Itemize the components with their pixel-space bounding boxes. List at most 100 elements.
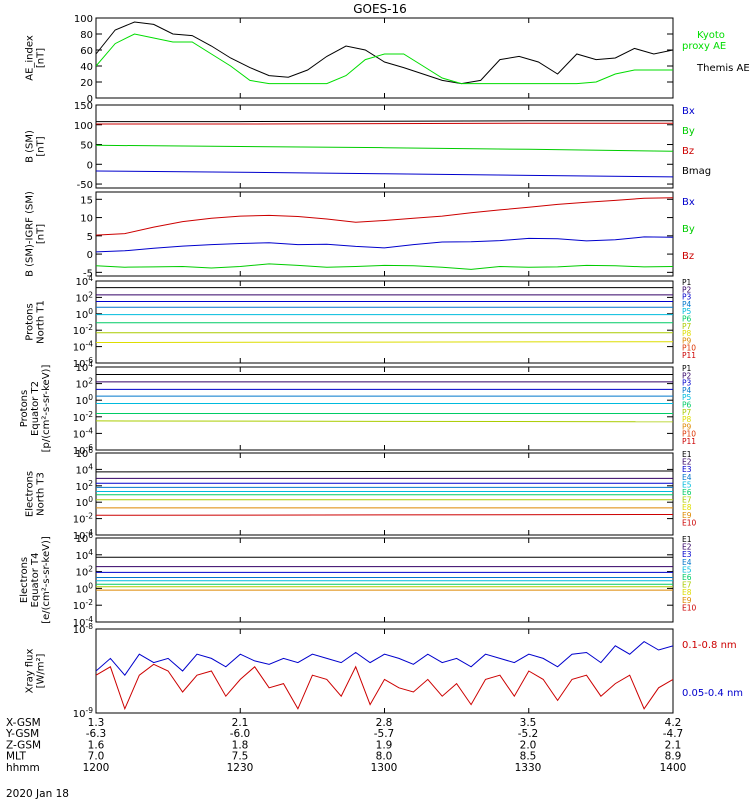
series-line-E9 — [96, 514, 673, 516]
legend-P3: P3 — [682, 293, 692, 302]
legend-P7: P7 — [682, 322, 692, 331]
legend-E7: E7 — [682, 496, 692, 505]
y-tick-label: -5 — [83, 268, 93, 279]
y-tick-label: 10-2 — [73, 512, 93, 526]
ephem-value: 1300 — [371, 762, 398, 774]
y-tick-label: 10-2 — [73, 410, 93, 424]
legend-E7: E7 — [682, 581, 692, 590]
legend-Bx: Bx — [682, 197, 695, 208]
y-axis-label: ProtonsEquator T2[p/(cm²-s-sr-keV)] — [19, 365, 52, 453]
y-tick-label: 100 — [75, 581, 93, 595]
ephem-row-label: Y-GSM — [5, 728, 39, 740]
panel-frame — [95, 537, 674, 623]
legend-P10: P10 — [682, 430, 696, 439]
panel-5: 104 102 100 10-2 10-4 10-6 ProtonsEquator T2[p… — [19, 360, 696, 457]
ephem-value: 1.9 — [376, 739, 393, 751]
legend-P6: P6 — [682, 401, 692, 410]
legend-P7: P7 — [682, 408, 692, 417]
ephem-value: -6.3 — [86, 728, 107, 740]
y-tick-label: 60 — [80, 46, 93, 57]
ephem-value: 1.3 — [88, 717, 105, 729]
ephem-value: 1400 — [660, 762, 687, 774]
ephem-value: 2.8 — [376, 717, 393, 729]
panel-3: 15 10 5 0 -5 B (SM)-IGRF (SM)[nT] Bx By Bz — [25, 191, 695, 279]
panel-frame — [95, 191, 674, 277]
y-tick-label: 106 — [75, 446, 93, 460]
legend-E1: E1 — [682, 450, 692, 459]
legend-E8: E8 — [682, 503, 692, 512]
y-tick-label: 100 — [74, 14, 93, 25]
legend-Kyoto-proxy-AE: Kyoto proxy AE — [682, 30, 726, 52]
series-line-0-05-0-4-nm — [96, 640, 673, 677]
panel-frame — [95, 366, 674, 451]
y-axis-label: ElectronsEquator T4[e/(cm²-s-sr-keV)] — [19, 536, 52, 624]
ephem-value: 1.6 — [88, 739, 105, 751]
ephem-value: 1230 — [227, 762, 254, 774]
y-tick-label: 10 — [80, 214, 93, 225]
ephem-value: 1.8 — [232, 739, 249, 751]
y-tick-label: 80 — [80, 30, 93, 41]
legend-P4: P4 — [682, 386, 692, 395]
y-tick-label: 10-4 — [73, 340, 93, 354]
ephem-row-label: X-GSM — [6, 717, 41, 729]
y-tick-label: 20 — [80, 78, 93, 89]
ephemeris-table: X-GSM 1.3 2.1 2.8 3.5 4.2 Y-GSM -6.3 -6.0 -5.7 -5.… — [5, 717, 686, 774]
legend-E10: E10 — [682, 603, 697, 612]
y-tick-label: 104 — [75, 548, 93, 562]
ephem-value: -6.0 — [230, 728, 251, 740]
legend-E2: E2 — [682, 458, 692, 467]
legend-0-05-0-4-nm: 0.05-0.4 nm — [682, 688, 743, 699]
y-tick-label: 50 — [80, 141, 93, 152]
y-axis-label: Xray flux[W/m²] — [25, 649, 47, 694]
plot-title: GOES-16 — [353, 2, 407, 16]
y-tick-label: 40 — [80, 62, 93, 73]
series-line-Bz — [96, 122, 673, 125]
panel-8: 10-8 10-9 Xray flux[W/m²] 0.1-0.8 nm 0.05-0.… — [25, 622, 744, 720]
ephem-value: 8.5 — [520, 751, 537, 763]
panel-frame — [95, 452, 674, 536]
legend-P9: P9 — [682, 336, 692, 345]
y-tick-label: 106 — [75, 531, 93, 545]
y-tick-label: 10-6 — [73, 443, 93, 457]
y-axis-label: ProtonsNorth T1 — [25, 300, 47, 344]
series-line-P7 — [96, 420, 673, 423]
y-tick-label: 10-8 — [73, 622, 93, 636]
ephem-value: 7.5 — [232, 751, 249, 763]
legend-Bmag: Bmag — [682, 166, 711, 177]
series-line-E1 — [96, 470, 673, 473]
y-tick-label: 0 — [87, 160, 93, 171]
legend-E2: E2 — [682, 543, 692, 552]
ephem-value: -4.7 — [663, 728, 684, 740]
ephem-value: -5.2 — [518, 728, 539, 740]
legend-P1: P1 — [682, 364, 692, 373]
y-tick-label: 104 — [75, 274, 93, 288]
y-tick-label: 150 — [74, 101, 93, 112]
ephem-row-label: hhmm — [6, 762, 40, 774]
series-line-Themis-AE — [96, 21, 673, 85]
legend-E6: E6 — [682, 573, 692, 582]
legend-E5: E5 — [682, 565, 692, 574]
y-tick-label: 100 — [74, 121, 93, 132]
ephem-value: 1200 — [83, 762, 110, 774]
y-tick-label: 15 — [80, 195, 93, 206]
legend-P6: P6 — [682, 315, 692, 324]
series-line-By — [96, 263, 673, 270]
panel-frame — [95, 17, 674, 99]
date-label: 2020 Jan 18 — [6, 788, 69, 800]
y-tick-label: 0 — [87, 94, 93, 105]
y-tick-label: 10-4 — [73, 615, 93, 629]
legend-P1: P1 — [682, 278, 692, 287]
y-axis-label: ElectronsNorth T3 — [25, 471, 47, 517]
ephem-value: -5.7 — [374, 728, 395, 740]
ephem-value: 7.0 — [88, 751, 105, 763]
y-tick-label: 10-9 — [73, 706, 93, 720]
y-tick-label: 102 — [75, 290, 93, 304]
y-tick-label: 102 — [75, 565, 93, 579]
legend-P8: P8 — [682, 415, 692, 424]
legend-E3: E3 — [682, 465, 692, 474]
legend-Bx: Bx — [682, 106, 695, 117]
series-line-0-1-0-8-nm — [96, 663, 673, 711]
y-tick-label: 10-4 — [73, 528, 93, 542]
panel-2: 150 100 50 0 -50 B (SM)[nT] Bx By Bz Bmag — [25, 101, 712, 191]
